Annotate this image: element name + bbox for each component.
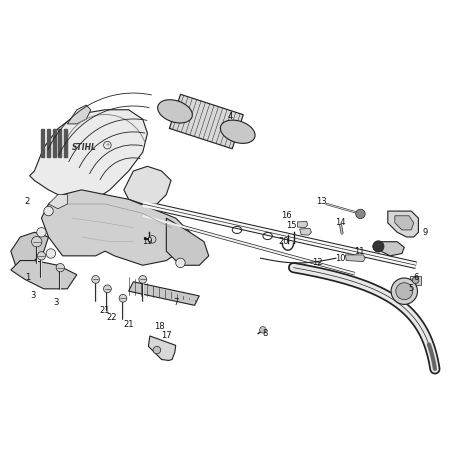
Circle shape [391,278,418,304]
Text: 8: 8 [263,329,268,338]
Text: 11: 11 [354,246,365,255]
Polygon shape [53,128,55,157]
Text: 17: 17 [161,331,172,340]
Circle shape [44,206,53,216]
Text: 1: 1 [25,273,30,282]
Circle shape [176,258,185,268]
Text: 21: 21 [100,306,110,315]
Text: ®: ® [105,143,109,147]
Circle shape [356,209,365,219]
Circle shape [36,228,46,237]
Circle shape [148,236,156,243]
Circle shape [56,264,64,272]
Text: 20: 20 [278,237,289,246]
Polygon shape [400,284,416,296]
Text: 14: 14 [336,219,346,228]
Polygon shape [41,190,190,265]
Polygon shape [376,242,404,256]
Circle shape [32,237,42,247]
Text: 3: 3 [53,299,58,308]
Circle shape [153,346,161,354]
Circle shape [373,241,384,252]
Text: 10: 10 [336,254,346,263]
Polygon shape [41,128,44,157]
Circle shape [37,252,46,260]
Text: 15: 15 [286,221,296,230]
Polygon shape [64,128,67,157]
Polygon shape [47,128,50,157]
Polygon shape [346,255,365,262]
Text: 3: 3 [31,292,36,301]
Text: 19: 19 [142,237,153,246]
Text: 2: 2 [25,197,30,206]
Circle shape [412,277,419,283]
Text: 9: 9 [423,228,428,237]
Bar [410,276,421,285]
Text: 16: 16 [281,211,292,220]
Polygon shape [11,261,77,289]
Polygon shape [67,105,91,124]
Text: 4: 4 [228,112,233,121]
Text: STIHL: STIHL [72,143,96,152]
Text: 22: 22 [107,313,118,321]
Polygon shape [30,110,147,204]
Text: 5: 5 [409,284,414,293]
Circle shape [396,283,413,300]
Text: 13: 13 [317,197,327,206]
Polygon shape [48,195,67,209]
Polygon shape [11,232,48,265]
Polygon shape [300,228,311,235]
Ellipse shape [220,120,255,143]
Polygon shape [58,128,61,157]
Text: 7: 7 [173,299,178,308]
Ellipse shape [158,100,192,123]
Circle shape [260,327,266,333]
Circle shape [139,275,146,283]
Polygon shape [395,216,414,230]
Polygon shape [124,166,171,204]
Polygon shape [128,282,199,305]
Text: 12: 12 [312,258,322,267]
Circle shape [46,249,55,258]
Circle shape [119,294,127,302]
Polygon shape [148,336,176,360]
Polygon shape [297,221,308,228]
Polygon shape [388,211,419,237]
Circle shape [92,275,100,283]
Text: 21: 21 [123,319,134,328]
Polygon shape [170,94,243,149]
Circle shape [103,285,111,293]
Text: 18: 18 [154,322,164,331]
Polygon shape [166,218,209,265]
Text: 6: 6 [413,273,419,282]
